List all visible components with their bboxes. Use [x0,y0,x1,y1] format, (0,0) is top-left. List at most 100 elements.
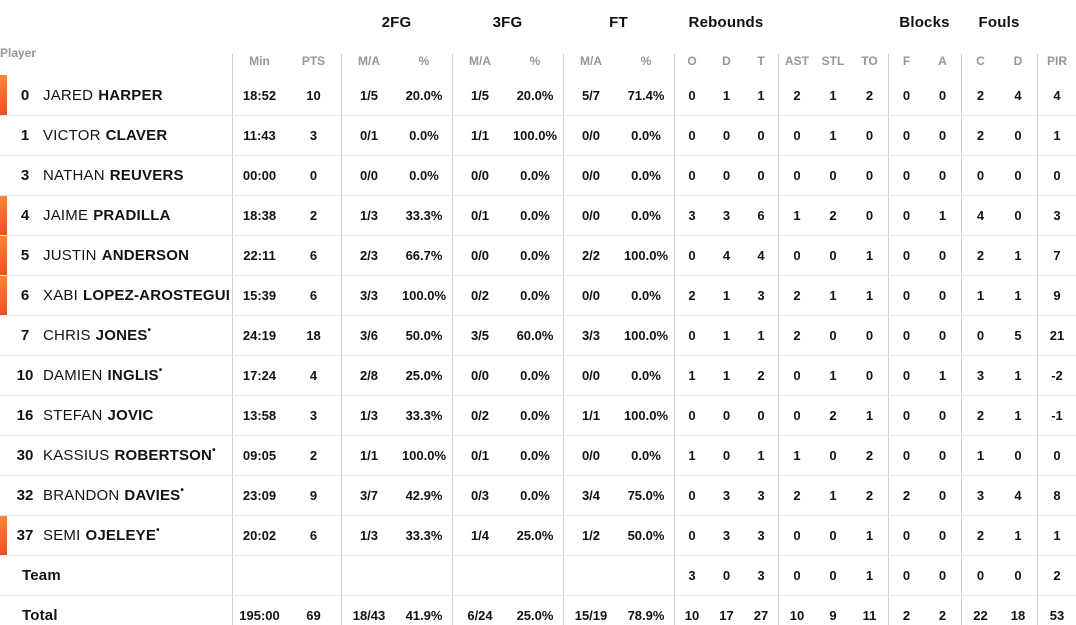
cell-2fg-pct: 25.0% [405,368,443,383]
cell-3fg-pct: 0.0% [520,368,550,383]
cell-blk-a: 0 [938,288,947,303]
cell-2fg-ma: 1/3 [341,196,396,235]
cell-reb-d: 0 [722,408,731,423]
cell-2fg-pct: 33.3% [405,408,443,423]
jersey-number: 37 [16,527,34,544]
cell-foul-c: 3 [961,356,999,395]
cell-blk-a: 0 [938,128,947,143]
jersey-number: 6 [20,287,30,304]
cell-pts: 3 [309,128,318,143]
cell-reb-d: 1 [722,87,731,103]
player-last-name: ANDERSON [101,247,190,264]
cell-reb-o: 0 [674,396,709,435]
cell-foul-c: 0 [961,156,999,195]
cell-foul-c: 2 [961,236,999,275]
cell-foul-d: 4 [1014,488,1022,503]
cell-foul-c: 22 [961,596,999,625]
cell-to: 0 [865,328,874,343]
cell-reb-o: 0 [674,516,709,555]
cell-pir: 21 [1037,316,1076,355]
cell-blk-f: 2 [888,596,924,625]
cell-ast: 1 [778,196,815,235]
cell-reb-d: 1 [722,368,731,383]
player-row[interactable]: 3 NATHAN REUVERS 00:00 0 0/0 0.0% 0/0 0.… [0,155,1076,195]
cell-foul-d: 0 [1014,168,1022,183]
player-row[interactable]: 30 KASSIUS ROBERTSON • 09:05 2 1/1 100.0… [0,435,1076,475]
cell-foul-d: 4 [1014,87,1022,103]
jersey-number: 3 [20,167,30,184]
cell-stl: 1 [829,368,837,383]
jersey-number: 0 [20,86,30,104]
cell-blk-a: 0 [938,87,947,103]
column-header-to: TO [861,54,878,68]
team-row[interactable]: Team 3 0 3 0 0 1 0 0 0 0 2 [0,555,1076,595]
player-cell: 32 BRANDON DAVIES • [0,476,232,515]
player-cell: 10 DAMIEN INGLIS • [0,356,232,395]
cell-blk-a: 0 [938,328,947,343]
cell-3fg-ma: 0/1 [452,196,507,235]
cell-2fg-ma: 2/3 [341,236,396,275]
cell-2fg-ma: 1/3 [341,396,396,435]
player-cell: 16 STEFAN JOVIC [0,396,232,435]
table-body: 0 JARED HARPER 18:52 10 1/5 20.0% 1/5 20… [0,75,1076,625]
cell-pir: 4 [1037,75,1076,115]
column-header-reb-d: D [722,54,731,68]
cell-ast: 2 [778,276,815,315]
on-court-indicator [0,75,7,115]
player-cell: Team [0,556,232,595]
cell-reb-d: 17 [719,608,734,623]
cell-blk-f: 0 [888,116,924,155]
player-row[interactable]: 16 STEFAN JOVIC 13:58 3 1/3 33.3% 0/2 0.… [0,395,1076,435]
column-header-3fg-pct: % [529,54,541,68]
cell-2fg-ma [341,556,396,595]
cell-foul-d: 0 [1014,568,1022,583]
cell-2fg-pct: 33.3% [405,528,443,543]
column-header-reb-o: O [674,54,709,75]
cell-pir: 2 [1037,556,1076,595]
cell-pir: 0 [1037,156,1076,195]
cell-ft-ma: 1/2 [563,516,618,555]
cell-min: 13:58 [232,396,286,435]
player-row[interactable]: 10 DAMIEN INGLIS • 17:24 4 2/8 25.0% 0/0… [0,355,1076,395]
player-row[interactable]: 6 XABI LOPEZ-AROSTEGUI 15:39 6 3/3 100.0… [0,275,1076,315]
cell-min: 195:00 [232,596,286,625]
cell-foul-c: 2 [961,516,999,555]
player-last-name: JOVIC [107,407,154,424]
cell-reb-t: 4 [757,248,765,263]
cell-3fg-ma: 0/2 [452,276,507,315]
cell-pir: 3 [1037,196,1076,235]
cell-blk-f: 0 [888,196,924,235]
player-first-name: DAMIEN [43,367,103,384]
player-row[interactable]: 7 CHRIS JONES • 24:19 18 3/6 50.0% 3/5 6… [0,315,1076,355]
cell-stl: 9 [829,608,837,623]
cell-ft-pct: 100.0% [623,328,669,343]
player-row[interactable]: 37 SEMI OJELEYE • 20:02 6 1/3 33.3% 1/4 … [0,515,1076,555]
cell-reb-t: 3 [757,528,765,543]
cell-to: 1 [865,528,874,543]
cell-reb-o: 0 [674,316,709,355]
group-header-3fg: 3FG [492,14,523,31]
cell-foul-d: 0 [1014,208,1022,223]
cell-ft-pct: 0.0% [631,368,661,383]
cell-reb-t: 0 [757,168,765,183]
group-header-blocks: Blocks [899,14,950,31]
cell-reb-o: 0 [674,75,709,115]
cell-blk-a: 0 [938,248,947,263]
cell-ast: 0 [778,156,815,195]
player-row[interactable]: 4 JAIME PRADILLA 18:38 2 1/3 33.3% 0/1 0… [0,195,1076,235]
column-header-player: Player [0,46,37,60]
player-row[interactable]: 0 JARED HARPER 18:52 10 1/5 20.0% 1/5 20… [0,75,1076,115]
cell-foul-c: 0 [961,556,999,595]
player-row[interactable]: 32 BRANDON DAVIES • 23:09 9 3/7 42.9% 0/… [0,475,1076,515]
cell-reb-t: 1 [757,87,765,103]
player-row[interactable]: 1 VICTOR CLAVER 11:43 3 0/1 0.0% 1/1 100… [0,115,1076,155]
jersey-number: 4 [20,207,30,224]
player-row[interactable]: 5 JUSTIN ANDERSON 22:11 6 2/3 66.7% 0/0 … [0,235,1076,275]
column-header-foul-d: D [1013,54,1023,68]
total-row[interactable]: Total 195:00 69 18/43 41.9% 6/24 25.0% 1… [0,595,1076,625]
column-header-stl: STL [821,54,845,68]
cell-to: 1 [865,408,874,423]
cell-min: 24:19 [232,316,286,355]
cell-pir: 1 [1037,116,1076,155]
cell-blk-a: 2 [938,608,947,623]
